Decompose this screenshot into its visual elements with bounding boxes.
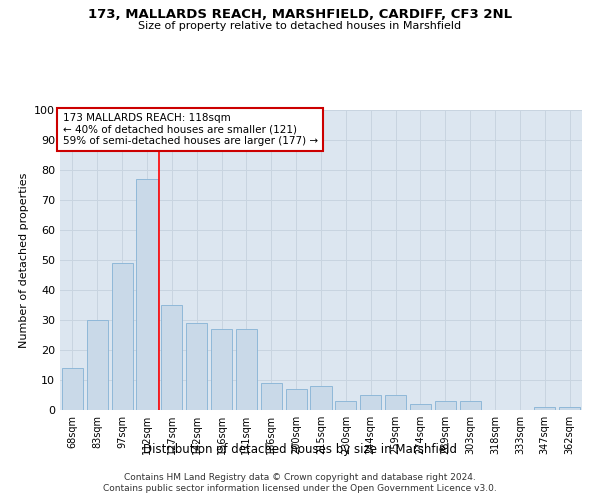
Text: Size of property relative to detached houses in Marshfield: Size of property relative to detached ho… xyxy=(139,21,461,31)
Bar xyxy=(335,401,356,410)
Bar xyxy=(435,401,456,410)
Bar xyxy=(161,305,182,410)
Bar xyxy=(62,368,83,410)
Text: Contains public sector information licensed under the Open Government Licence v3: Contains public sector information licen… xyxy=(103,484,497,493)
Bar xyxy=(410,404,431,410)
Bar xyxy=(460,401,481,410)
Bar xyxy=(236,329,257,410)
Bar xyxy=(261,383,282,410)
Bar xyxy=(534,407,555,410)
Text: 173 MALLARDS REACH: 118sqm
← 40% of detached houses are smaller (121)
59% of sem: 173 MALLARDS REACH: 118sqm ← 40% of deta… xyxy=(62,113,318,146)
Y-axis label: Number of detached properties: Number of detached properties xyxy=(19,172,29,348)
Bar xyxy=(186,323,207,410)
Bar xyxy=(360,395,381,410)
Bar xyxy=(87,320,108,410)
Bar xyxy=(310,386,332,410)
Bar xyxy=(559,407,580,410)
Text: Distribution of detached houses by size in Marshfield: Distribution of detached houses by size … xyxy=(143,442,457,456)
Bar xyxy=(286,389,307,410)
Bar xyxy=(385,395,406,410)
Bar xyxy=(211,329,232,410)
Text: Contains HM Land Registry data © Crown copyright and database right 2024.: Contains HM Land Registry data © Crown c… xyxy=(124,472,476,482)
Text: 173, MALLARDS REACH, MARSHFIELD, CARDIFF, CF3 2NL: 173, MALLARDS REACH, MARSHFIELD, CARDIFF… xyxy=(88,8,512,20)
Bar xyxy=(136,179,158,410)
Bar xyxy=(112,263,133,410)
